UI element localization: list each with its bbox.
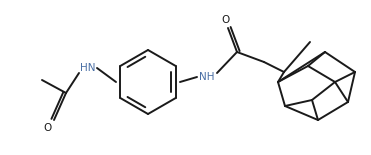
Text: O: O	[44, 123, 52, 133]
Text: NH: NH	[199, 72, 215, 82]
Text: O: O	[222, 15, 230, 25]
Text: HN: HN	[80, 63, 96, 73]
